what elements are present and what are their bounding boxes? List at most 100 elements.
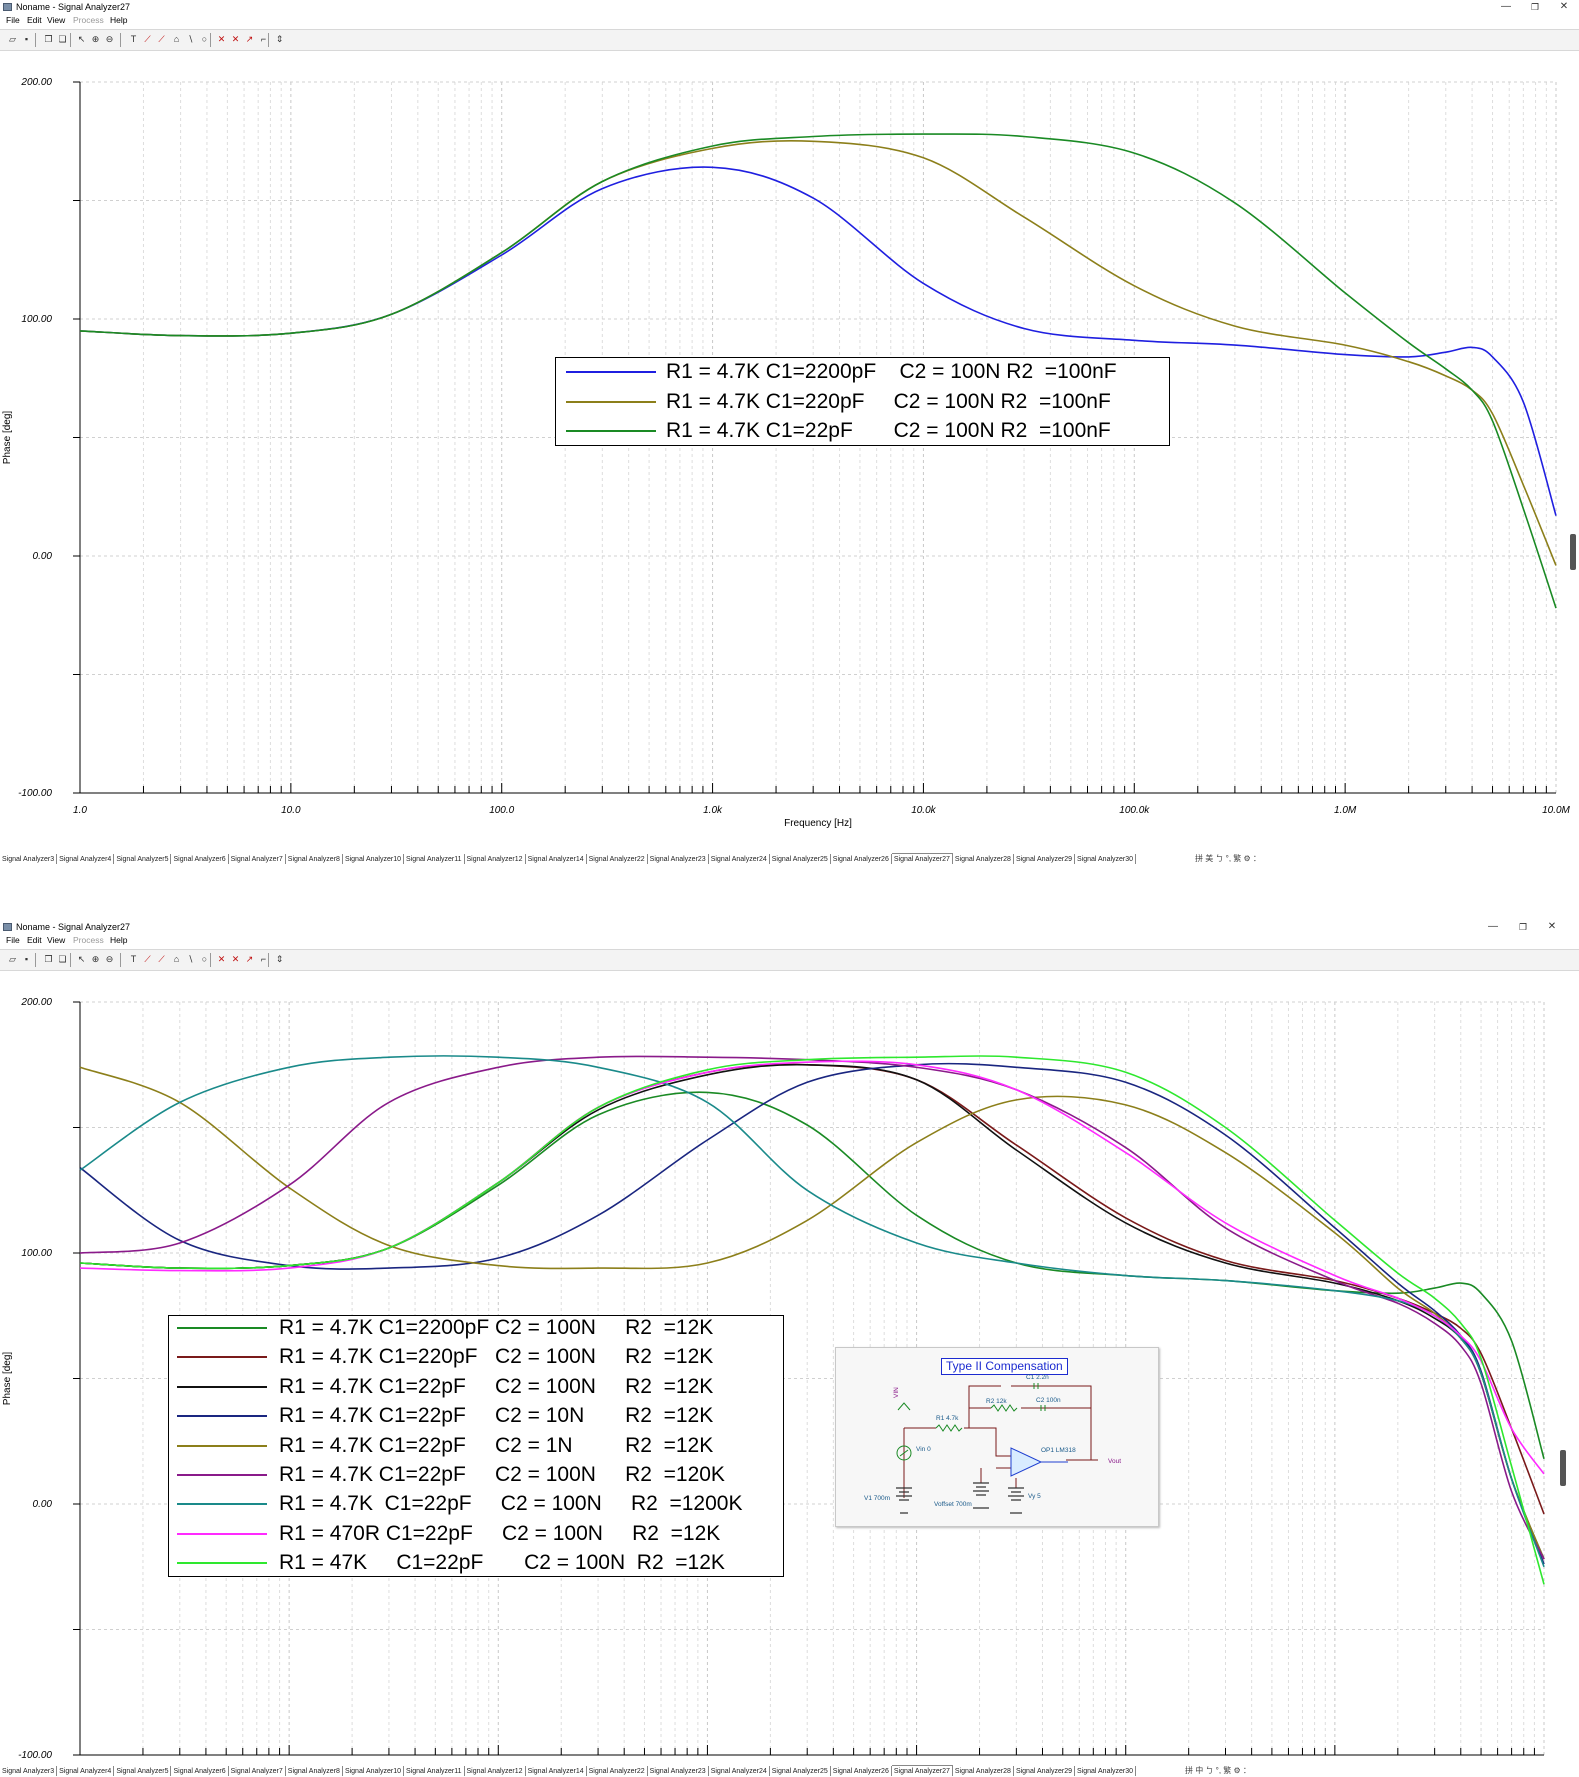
- analyzer-tab[interactable]: Signal Analyzer28: [953, 1766, 1014, 1776]
- x-cursor-icon[interactable]: ✕: [217, 34, 226, 44]
- marker-icon[interactable]: ⌂: [173, 34, 180, 44]
- text-icon[interactable]: T: [130, 954, 137, 964]
- analyzer-tab[interactable]: Signal Analyzer24: [709, 854, 770, 864]
- window-title: Noname - Signal Analyzer27: [16, 922, 131, 932]
- tangent-icon[interactable]: ↗: [245, 954, 254, 964]
- circle-icon[interactable]: ○: [201, 34, 208, 44]
- close-icon[interactable]: ✕: [1559, 1, 1569, 12]
- menu-file[interactable]: File: [6, 935, 20, 945]
- analyzer-tab[interactable]: Signal Analyzer29: [1014, 1766, 1075, 1776]
- cursor-a-icon[interactable]: ⟋: [144, 954, 151, 964]
- analyzer-tab[interactable]: Signal Analyzer3: [0, 854, 58, 864]
- menu-process[interactable]: Process: [73, 935, 104, 945]
- analyzer-tab[interactable]: Signal Analyzer28: [953, 854, 1014, 864]
- paste-icon[interactable]: ❏: [58, 34, 67, 44]
- copy-icon[interactable]: ❐: [44, 34, 53, 44]
- analyzer-tab[interactable]: Signal Analyzer30: [1075, 1766, 1137, 1776]
- copy-icon[interactable]: ❐: [44, 954, 53, 964]
- zoom-out-icon[interactable]: ⊖: [105, 954, 114, 964]
- menu-file[interactable]: File: [6, 15, 20, 25]
- analyzer-tab[interactable]: Signal Analyzer22: [587, 1766, 648, 1776]
- y-cursor-icon[interactable]: ✕: [231, 954, 240, 964]
- analyzer-tab[interactable]: Signal Analyzer14: [526, 854, 587, 864]
- menu-view[interactable]: View: [47, 935, 66, 945]
- cursor-a-icon[interactable]: ⟋: [144, 34, 151, 44]
- minimize-icon[interactable]: —: [1488, 921, 1498, 932]
- analyzer-tab[interactable]: Signal Analyzer6: [171, 854, 229, 864]
- analyzer-tab[interactable]: Signal Analyzer11: [404, 854, 465, 864]
- open-icon[interactable]: ▱: [9, 34, 16, 44]
- series-line: [79, 1055, 1545, 1560]
- phase-chart[interactable]: 1.010.0100.01.0k10.0k100.0k1.0M10.0M200.…: [0, 970, 1579, 1765]
- analyzer-tab[interactable]: Signal Analyzer3: [0, 1766, 58, 1776]
- analyzer-tab[interactable]: Signal Analyzer7: [229, 854, 286, 864]
- save-icon[interactable]: ▪: [24, 954, 29, 964]
- pointer-icon[interactable]: ↖: [77, 954, 86, 964]
- analyzer-tab[interactable]: Signal Analyzer26: [831, 1766, 892, 1776]
- minimize-icon[interactable]: —: [1501, 1, 1511, 12]
- legend-entry: R1 = 4.7K C1=22pF C2 = 100N R2 =100nF: [556, 418, 1169, 448]
- title-bar: Noname - Signal Analyzer27 — ❐ ✕: [0, 920, 1579, 934]
- text-icon[interactable]: T: [130, 34, 137, 44]
- analyzer-tab[interactable]: Signal Analyzer10: [343, 854, 404, 864]
- analyzer-tab[interactable]: Signal Analyzer4: [57, 1766, 115, 1776]
- analyzer-tab[interactable]: Signal Analyzer11: [404, 1766, 465, 1776]
- analyzer-tab[interactable]: Signal Analyzer26: [831, 854, 892, 864]
- analyzer-tab[interactable]: Signal Analyzer12: [465, 1766, 526, 1776]
- analyzer-tab[interactable]: Signal Analyzer25: [770, 854, 831, 864]
- circle-icon[interactable]: ○: [201, 954, 208, 964]
- y-cursor-icon[interactable]: ✕: [231, 34, 240, 44]
- analyzer-tab[interactable]: Signal Analyzer29: [1014, 854, 1075, 864]
- analyzer-tab[interactable]: Signal Analyzer8: [286, 854, 343, 864]
- zoom-in-icon[interactable]: ⊕: [91, 34, 100, 44]
- peak-icon[interactable]: ⌐: [260, 34, 267, 44]
- analyzer-tab[interactable]: Signal Analyzer4: [57, 854, 115, 864]
- paste-icon[interactable]: ❏: [58, 954, 67, 964]
- line-icon[interactable]: ∖: [187, 954, 194, 964]
- analyzer-tab[interactable]: Signal Analyzer5: [114, 1766, 172, 1776]
- legend-swatch: [566, 400, 656, 403]
- zoom-out-icon[interactable]: ⊖: [105, 34, 114, 44]
- close-icon[interactable]: ✕: [1547, 921, 1557, 932]
- line-icon[interactable]: ∖: [187, 34, 194, 44]
- analyzer-tab[interactable]: Signal Analyzer23: [648, 1766, 709, 1776]
- scrollbar-thumb[interactable]: [1570, 534, 1576, 570]
- analyzer-tab[interactable]: Signal Analyzer27: [891, 853, 953, 864]
- peak-icon[interactable]: ⌐: [260, 954, 267, 964]
- analyzer-tab[interactable]: Signal Analyzer22: [587, 854, 648, 864]
- save-icon[interactable]: ▪: [24, 34, 29, 44]
- analyzer-tab[interactable]: Signal Analyzer24: [709, 1766, 770, 1776]
- cursor-b-icon[interactable]: ⟋: [158, 34, 165, 44]
- analyzer-tab[interactable]: Signal Analyzer25: [770, 1766, 831, 1776]
- menu-help[interactable]: Help: [110, 935, 128, 945]
- analyzer-tab[interactable]: Signal Analyzer7: [229, 1766, 286, 1776]
- legend-label: R1 = 4.7K C1=2200pF C2 = 100N R2 =12K: [279, 1316, 714, 1339]
- analyzer-tab[interactable]: Signal Analyzer5: [114, 854, 172, 864]
- scroll-arrows-icon[interactable]: ⇕: [275, 954, 284, 964]
- open-icon[interactable]: ▱: [9, 954, 16, 964]
- menu-process[interactable]: Process: [73, 15, 104, 25]
- pointer-icon[interactable]: ↖: [77, 34, 86, 44]
- tangent-icon[interactable]: ↗: [245, 34, 254, 44]
- analyzer-tab[interactable]: Signal Analyzer14: [526, 1766, 587, 1776]
- menu-view[interactable]: View: [47, 15, 66, 25]
- analyzer-tab[interactable]: Signal Analyzer23: [648, 854, 709, 864]
- analyzer-tab[interactable]: Signal Analyzer27: [891, 1765, 953, 1776]
- x-cursor-icon[interactable]: ✕: [217, 954, 226, 964]
- cursor-b-icon[interactable]: ⟋: [158, 954, 165, 964]
- scrollbar-thumb[interactable]: [1560, 1450, 1566, 1486]
- menu-edit[interactable]: Edit: [27, 15, 42, 25]
- analyzer-tab[interactable]: Signal Analyzer12: [465, 854, 526, 864]
- marker-icon[interactable]: ⌂: [173, 954, 180, 964]
- restore-icon[interactable]: ❐: [1530, 2, 1540, 12]
- restore-icon[interactable]: ❐: [1518, 922, 1528, 932]
- analyzer-tab[interactable]: Signal Analyzer6: [171, 1766, 229, 1776]
- analyzer-tab[interactable]: Signal Analyzer30: [1075, 854, 1137, 864]
- analyzer-tab[interactable]: Signal Analyzer8: [286, 1766, 343, 1776]
- scroll-arrows-icon[interactable]: ⇕: [275, 34, 284, 44]
- menu-help[interactable]: Help: [110, 15, 128, 25]
- zoom-in-icon[interactable]: ⊕: [91, 954, 100, 964]
- menu-edit[interactable]: Edit: [27, 935, 42, 945]
- analyzer-tab[interactable]: Signal Analyzer10: [343, 1766, 404, 1776]
